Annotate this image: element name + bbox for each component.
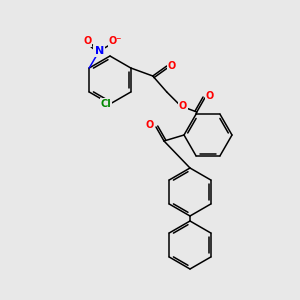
- Text: O: O: [179, 101, 187, 111]
- Text: N: N: [94, 46, 104, 56]
- Text: O⁻: O⁻: [109, 36, 122, 46]
- Text: Cl: Cl: [100, 99, 111, 109]
- Text: O: O: [146, 120, 154, 130]
- Text: O: O: [83, 36, 91, 46]
- Text: O: O: [168, 61, 176, 71]
- Text: O: O: [206, 91, 214, 101]
